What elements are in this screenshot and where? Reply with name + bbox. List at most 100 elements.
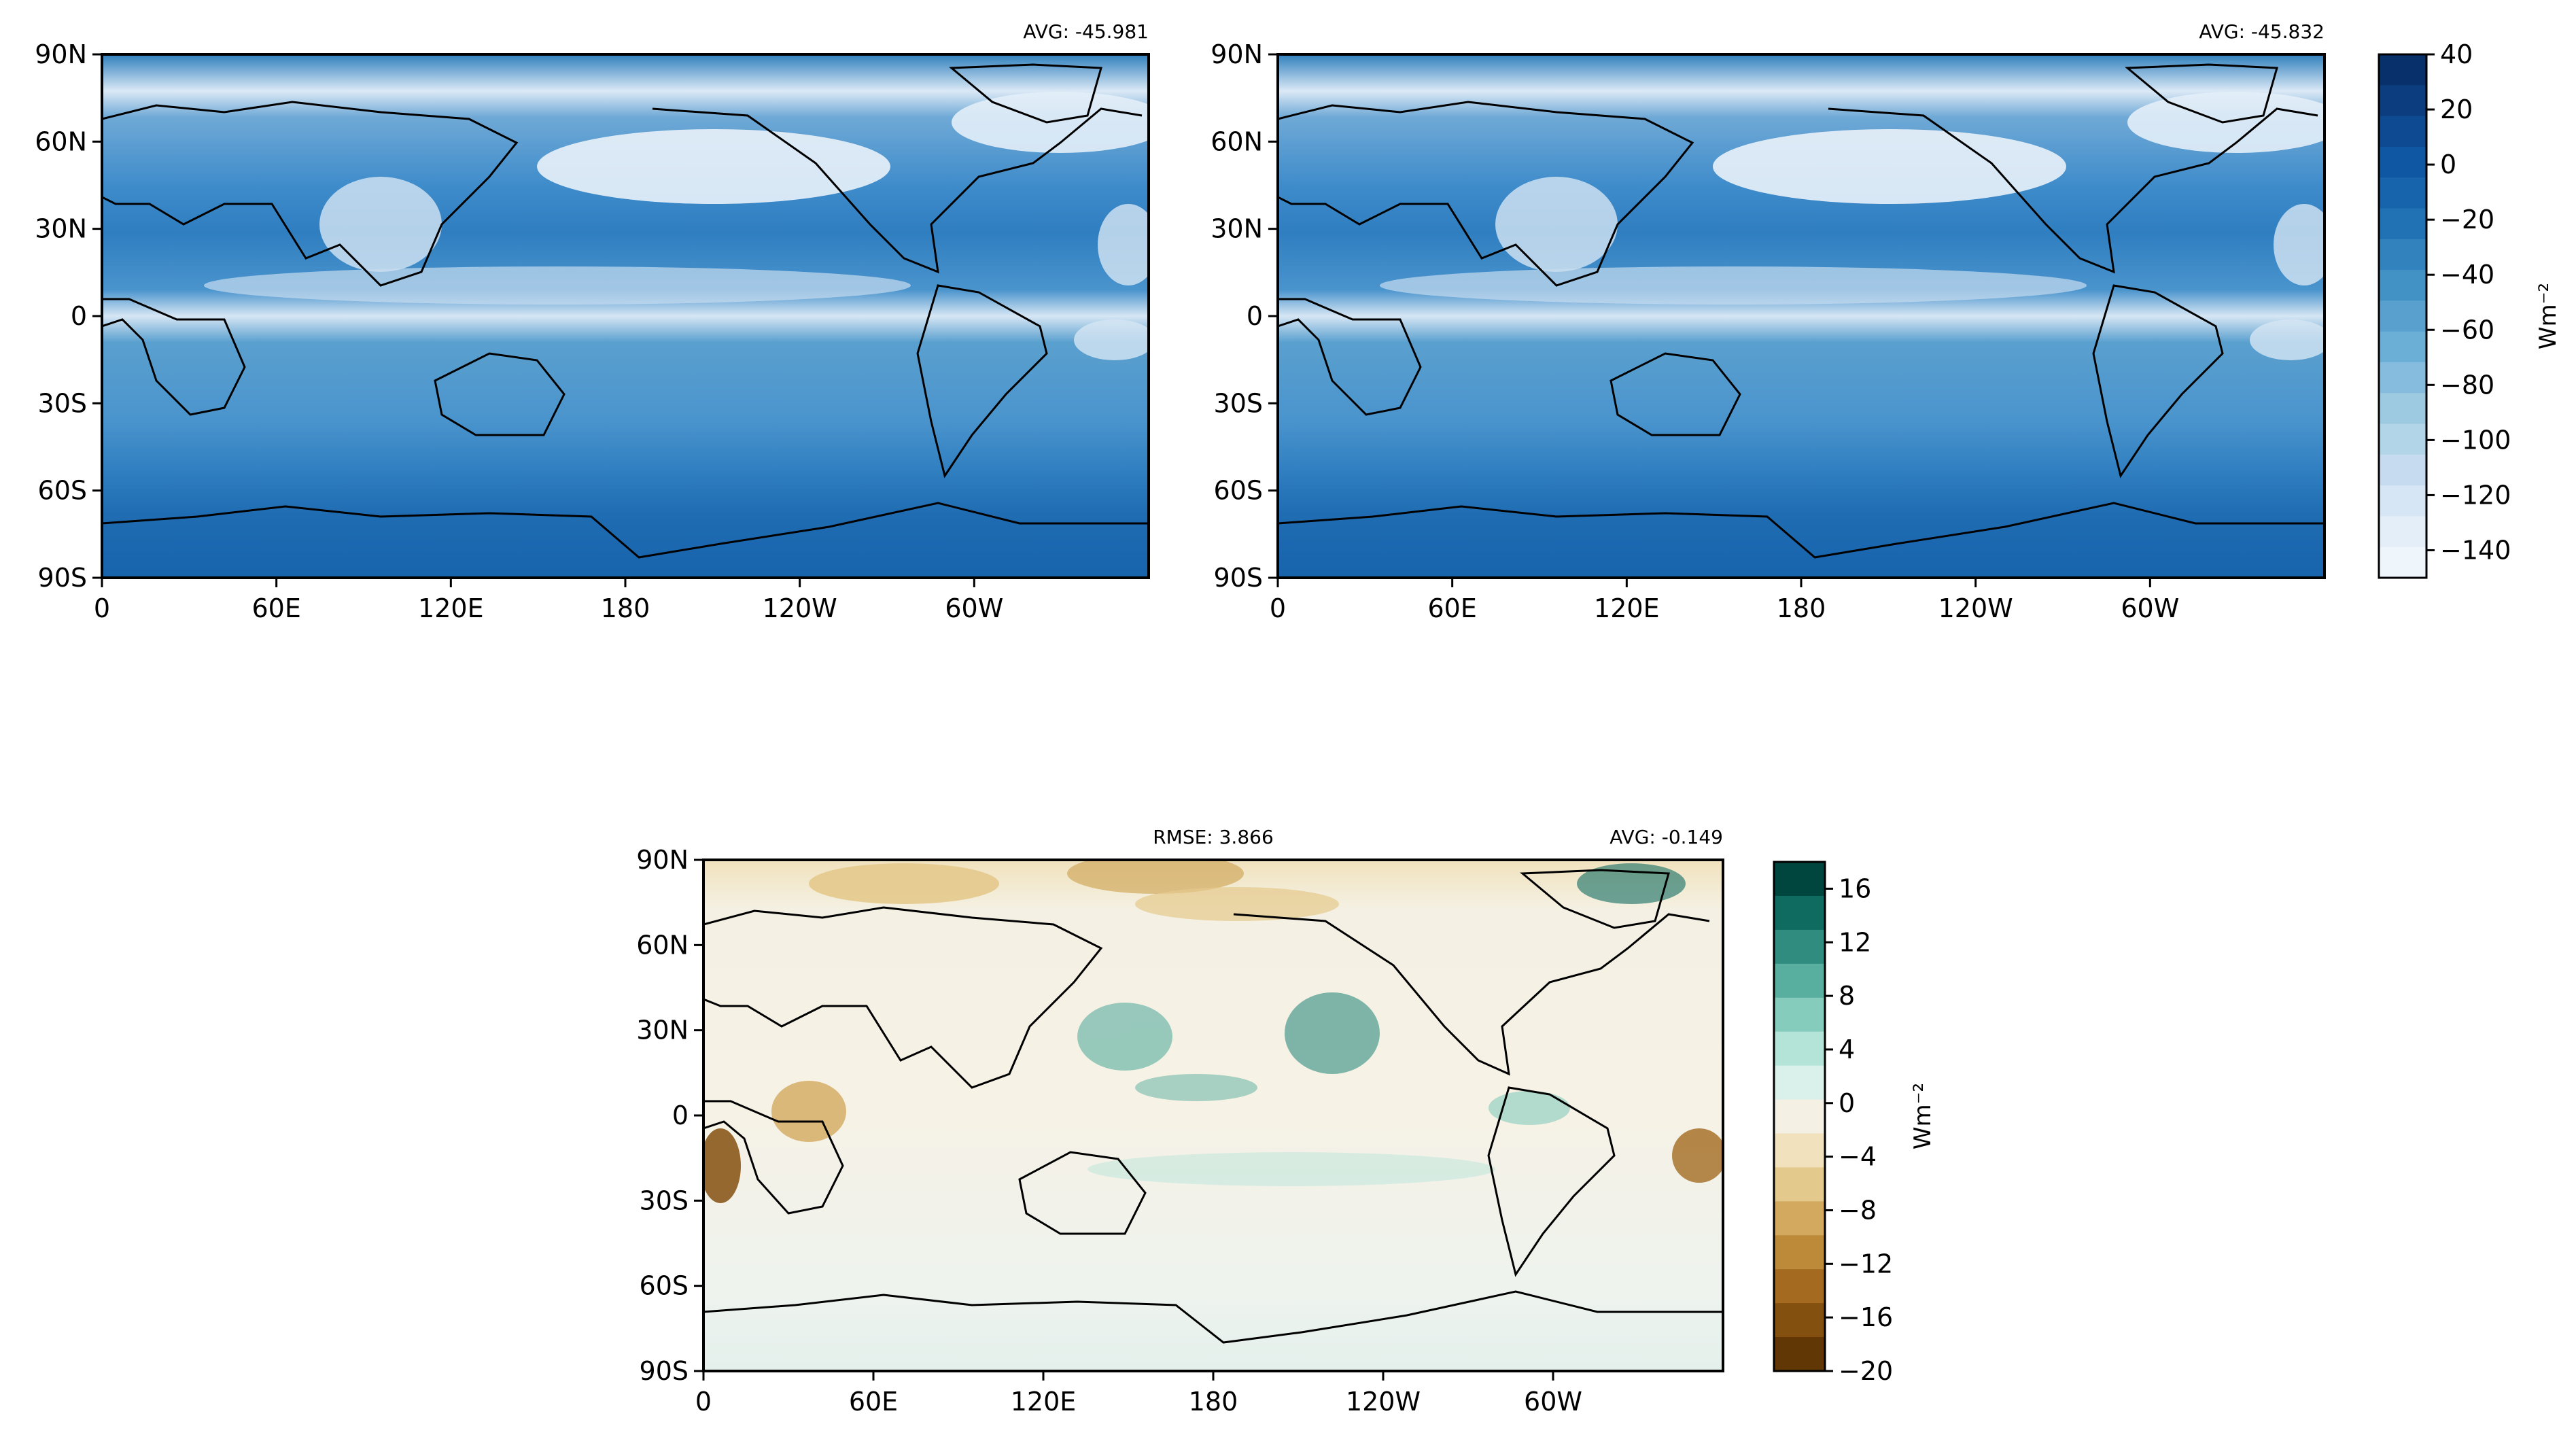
lat-tick-label: 60S [1214,476,1263,506]
colorbar-frame [2378,53,2428,579]
lat-tick-label: 30N [1211,214,1263,244]
colorbar-swatch [1774,1235,1825,1270]
lat-tick-label: 60N [35,126,87,156]
colorbar-swatch [2379,331,2426,363]
map-panel-top-right: AVG: -45.832 90N 60N 30N 0 30S 60S 90S 0 60E 120… [1211,20,2326,623]
colorbar-swatch [2379,270,2426,301]
rmse-label: RMSE: 3.866 [1153,826,1274,848]
field-colorbar: Wm⁻² 40 20 0 −20 −40 −60 −80 −100 −120 −140 [2378,39,2562,579]
lon-tick-label: 120W [763,593,837,623]
coastlines [703,869,1723,1344]
lat-tick-label: 0 [672,1100,689,1130]
lon-tick-label: 0 [1270,593,1286,623]
colorbar-tick-label: −12 [1839,1249,1893,1279]
map-panel-top-left: AVG: -45.981 90N 60N 30N 0 30S 60S 90S 0 60E 120… [35,20,1150,623]
lon-tick-label: 120E [1011,1387,1077,1417]
lat-tick-label: 0 [1247,301,1263,331]
colorbar-tick-label: −20 [1839,1356,1893,1386]
colorbar-swatch [2379,547,2426,578]
map-panel-difference: RMSE: 3.866 AVG: -0.149 90N 60N 30N 0 30S 60S… [636,826,1724,1417]
colorbar-swatch [2379,85,2426,117]
lat-tick-labels: 90N 60N 30N 0 30S 60S 90S [1211,39,1278,593]
colorbar-swatch [1774,895,1825,931]
colorbar-tick-label: −140 [2440,535,2511,565]
difference-colorbar: Wm⁻² 16 12 8 4 0 −4 −8 −12 −16 −20 [1773,861,1936,1386]
colorbar-swatch [1774,1133,1825,1168]
lat-tick-label: 90N [35,39,87,69]
lon-tick-label: 180 [601,593,650,623]
colorbar-swatch [2379,485,2426,517]
contour-features [703,860,1723,1203]
lon-tick-label: 120E [1594,593,1660,623]
colorbar-swatch [1774,1099,1825,1134]
map-background [703,860,1723,1371]
colorbar-tick-label: 0 [1839,1088,1855,1118]
lat-tick-label: 60N [1211,126,1263,156]
colorbar-swatch [1774,1167,1825,1202]
lat-tick-label: 90N [1211,39,1263,69]
colorbar-swatch [1774,1065,1825,1100]
colorbar-swatch [1774,929,1825,965]
lon-tick-label: 120E [418,593,484,623]
colorbar-swatch [1774,1303,1825,1338]
colorbar-tick-label: 8 [1839,981,1855,1011]
colorbar-tick-label: 4 [1839,1035,1855,1064]
colorbar-tick-label: −20 [2440,205,2494,235]
colorbar-tick-label: −100 [2440,425,2511,455]
colorbar-tick-label: 16 [1839,873,1871,903]
colorbar-tick-label: 0 [2440,150,2456,179]
colorbar-tick-label: −16 [1839,1302,1893,1332]
lat-tick-label: 90N [636,845,689,875]
lat-tick-label: 90S [640,1356,689,1386]
colorbar-swatch [1774,1031,1825,1067]
avg-label: AVG: -0.149 [1609,826,1723,848]
colorbar-swatch [1774,1201,1825,1236]
colorbar-tick-label: 20 [2440,94,2473,124]
colorbar-swatch [2379,208,2426,240]
colorbar-tick-label: 12 [1839,927,1871,957]
colorbar-unit-label: Wm⁻² [1909,1083,1936,1149]
colorbar-unit-label: Wm⁻² [2535,283,2562,349]
lon-tick-label: 60E [1427,593,1476,623]
lon-tick-label: 0 [94,593,110,623]
lon-tick-label: 60W [2121,593,2179,623]
lat-tick-labels: 90N 60N 30N 0 30S 60S 90S [35,39,102,593]
lon-tick-label: 180 [1189,1387,1238,1417]
lat-tick-label: 30S [640,1185,689,1215]
lon-tick-labels: 0 60E 120E 180 120W 60W [1270,578,2179,623]
colorbar-tick-label: −60 [2440,315,2494,345]
lon-tick-label: 60E [251,593,300,623]
colorbar-swatch [2379,54,2426,86]
lat-tick-label: 60S [38,476,87,506]
colorbar-tick-label: −120 [2440,480,2511,510]
lon-tick-labels: 0 60E 120E 180 120W 60W [695,1371,1582,1417]
colorbar-swatch [2379,423,2426,455]
lat-tick-label: 30S [1214,388,1263,418]
colorbar-swatch [2379,116,2426,148]
lon-tick-label: 60W [1524,1387,1582,1417]
colorbar-swatch [2379,393,2426,425]
colorbar-frame [1773,861,1826,1372]
colorbar-swatch [2379,177,2426,209]
colorbar-swatch [1774,963,1825,999]
lat-tick-label: 60S [640,1271,689,1301]
colorbar-tick-label: −80 [2440,370,2494,400]
colorbar-swatch [2379,300,2426,332]
colorbar-tick-label: 40 [2440,39,2473,69]
lon-tick-label: 120W [1346,1387,1421,1417]
lon-tick-label: 180 [1777,593,1826,623]
lat-tick-label: 60N [636,930,689,960]
lon-tick-label: 120W [1938,593,2013,623]
lat-tick-label: 30N [35,214,87,244]
lon-tick-label: 0 [695,1387,712,1417]
coastlines [102,63,1149,559]
colorbar-swatch [2379,239,2426,271]
colorbar-swatch [2379,516,2426,548]
avg-label: AVG: -45.832 [2199,20,2325,43]
lat-tick-label: 30N [636,1016,689,1045]
lat-tick-label: 0 [71,301,87,331]
colorbar-swatch [2379,362,2426,394]
colorbar-swatch [1774,1269,1825,1304]
colorbar-tick-label: −8 [1839,1195,1877,1225]
